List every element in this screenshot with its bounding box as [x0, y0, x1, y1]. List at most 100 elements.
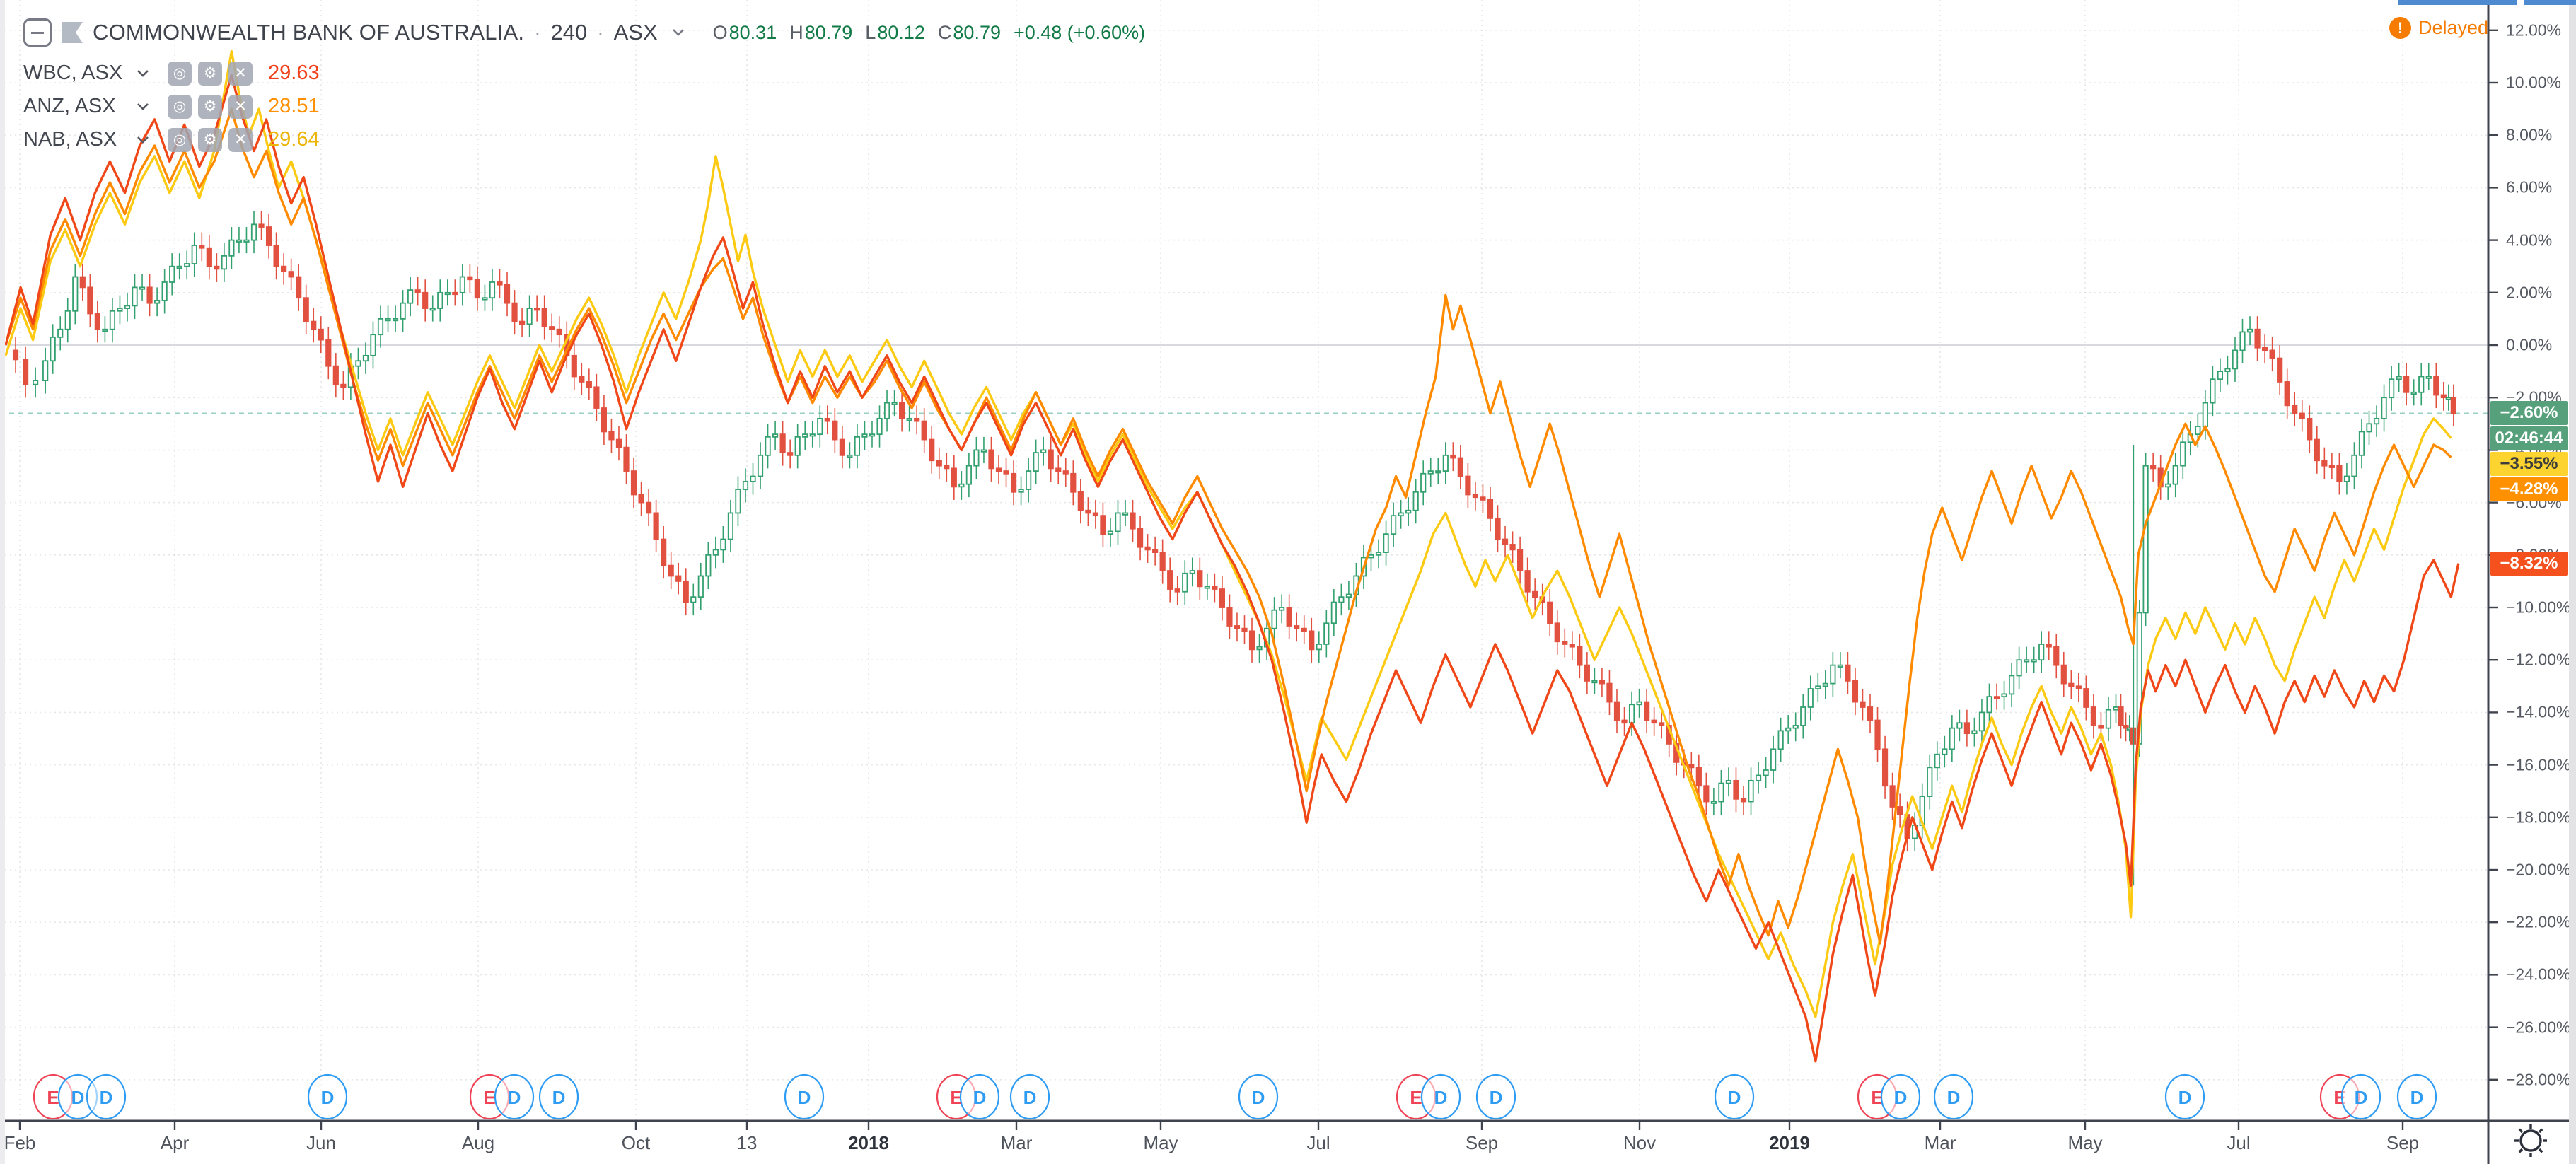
time-scale-label: 13 [736, 1132, 758, 1153]
candle-body [1212, 586, 1218, 590]
candle-body [1509, 544, 1516, 551]
time-scale-label: Jun [306, 1132, 336, 1153]
ohlc-readout: O80.31 H80.79 L80.12 C80.79 +0.48 (+0.60… [713, 22, 1146, 44]
candle-body [72, 276, 79, 312]
legend-symbol[interactable]: ANZ, ASX [23, 95, 116, 117]
dividend-marker[interactable]: D [1475, 1073, 1516, 1120]
candle-body [2314, 438, 2320, 462]
dividend-marker[interactable]: D [494, 1073, 535, 1120]
legend-row-wbc[interactable]: WBC, ASX ◎ ⚙ ✕ 29.63 [23, 57, 320, 90]
candle-body [2224, 368, 2231, 373]
candle-body [1077, 491, 1084, 511]
candle-body [1405, 509, 1412, 514]
chevron-down-icon[interactable] [137, 69, 149, 78]
hide-icon[interactable]: ◎ [168, 61, 192, 86]
candle-body [1852, 680, 1859, 703]
gear-icon[interactable]: ⚙ [198, 61, 222, 86]
delayed-data-badge[interactable]: ! Delayed [2389, 17, 2488, 39]
legend-symbol[interactable]: NAB, ASX [23, 128, 117, 151]
candle-body [1189, 570, 1195, 574]
candle-body [1777, 730, 1784, 750]
close-icon[interactable]: ✕ [228, 61, 253, 86]
close-icon[interactable]: ✕ [228, 127, 253, 152]
left-edge-strip [0, 0, 5, 1164]
candle-body [2433, 376, 2439, 396]
candle-body [1569, 644, 1575, 648]
dividend-marker[interactable]: D [2340, 1073, 2381, 1120]
legend-row-nab[interactable]: NAB, ASX ◎ ⚙ ✕ 29.64 [23, 123, 320, 156]
dividend-marker[interactable]: D [1880, 1073, 1921, 1120]
candle-body [1502, 538, 1509, 545]
legend-symbol[interactable]: WBC, ASX [23, 62, 123, 84]
time-scale-label: 2019 [1769, 1132, 1810, 1153]
candle-body [1516, 549, 1524, 571]
candle-body [1420, 472, 1427, 493]
candle-body [2261, 347, 2268, 351]
chevron-down-icon[interactable] [137, 136, 149, 144]
candle-body [541, 308, 547, 327]
dividend-marker[interactable]: D [784, 1073, 825, 1120]
high-label: H [789, 21, 803, 43]
legend-value: 28.51 [268, 95, 320, 117]
interval-label[interactable]: 240 [550, 20, 588, 45]
candle-body [1107, 530, 1114, 535]
legend-row-anz[interactable]: ANZ, ASX ◎ ⚙ ✕ 28.51 [23, 90, 320, 123]
dividend-marker[interactable]: D [1009, 1073, 1050, 1120]
candle-body [765, 436, 771, 456]
candle-body [772, 433, 779, 438]
candle-body [1942, 748, 1948, 755]
svg-text:D: D [1023, 1087, 1037, 1108]
dividend-marker[interactable]: D [1933, 1073, 1974, 1120]
candle-body [2284, 381, 2290, 407]
nab-compare-line[interactable] [4, 50, 2452, 1018]
candle-body [2031, 659, 2037, 663]
candle-body [154, 300, 161, 304]
dividend-marker[interactable]: D [2164, 1073, 2205, 1120]
candle-body [1584, 664, 1590, 682]
dividend-marker[interactable]: D [538, 1073, 579, 1120]
candle-body [1971, 730, 1978, 734]
dividend-marker[interactable]: D [1238, 1073, 1279, 1120]
candle-body [787, 452, 794, 456]
hide-icon[interactable]: ◎ [168, 127, 192, 152]
compare-legend: WBC, ASX ◎ ⚙ ✕ 29.63 ANZ, ASX ◎ ⚙ ✕ 28.5… [23, 57, 320, 156]
gear-icon[interactable]: ⚙ [198, 127, 222, 152]
candle-body [1755, 774, 1762, 781]
candle-body [2328, 465, 2335, 468]
candle-body [1688, 764, 1695, 769]
dividend-marker[interactable]: D [959, 1073, 1000, 1120]
candle-body [750, 475, 756, 482]
candle-body [1330, 601, 1337, 624]
dividend-marker[interactable]: D [2396, 1073, 2437, 1120]
candle-body [1241, 627, 1248, 632]
candle-body [1993, 696, 2000, 699]
candle-body [1807, 688, 1814, 708]
scale-settings-gear-icon[interactable] [2514, 1124, 2547, 1157]
chevron-down-icon[interactable] [137, 103, 149, 111]
gear-icon[interactable]: ⚙ [198, 94, 222, 119]
dividend-marker[interactable]: D [86, 1073, 127, 1120]
dividend-marker[interactable]: D [1714, 1073, 1755, 1120]
exchange-label[interactable]: ASX [613, 20, 658, 45]
symbol-title[interactable]: COMMONWEALTH BANK OF AUSTRALIA. [93, 20, 525, 45]
hide-icon[interactable]: ◎ [168, 94, 192, 119]
anz-compare-line[interactable] [4, 107, 2452, 945]
top-chrome-strip [2398, 0, 2517, 5]
chevron-down-icon[interactable] [672, 28, 685, 37]
legend-collapse-icon[interactable] [23, 18, 52, 47]
chart-header: COMMONWEALTH BANK OF AUSTRALIA. · 240 · … [23, 18, 1145, 47]
candle-body [1897, 806, 1903, 815]
dividend-marker[interactable]: D [1420, 1073, 1461, 1120]
candle-body [1927, 767, 1933, 798]
wbc-compare-line[interactable] [4, 74, 2460, 1063]
candle-body [2403, 376, 2410, 393]
candle-body [2210, 378, 2216, 404]
candle-body [1740, 798, 1747, 803]
candle-body [906, 417, 912, 421]
dividend-marker[interactable]: D [307, 1073, 348, 1120]
candle-body [929, 438, 935, 462]
candle-body [2336, 465, 2343, 482]
candle-body [2351, 454, 2357, 477]
close-icon[interactable]: ✕ [228, 94, 253, 119]
